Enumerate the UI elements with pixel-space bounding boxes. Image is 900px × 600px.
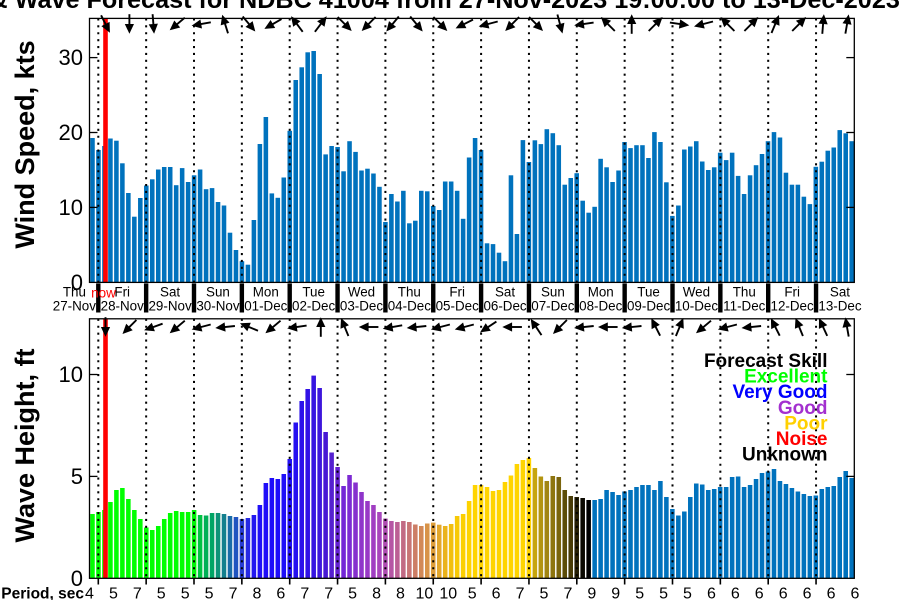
svg-text:7: 7 [229,586,238,600]
svg-text:Good: Good [778,398,828,419]
svg-text:09-Dec: 09-Dec [627,299,670,314]
svg-text:Wind Speed, kts: Wind Speed, kts [10,40,40,248]
svg-text:6: 6 [827,586,836,600]
svg-text:Mon: Mon [253,285,279,300]
svg-text:10: 10 [59,195,83,220]
svg-text:5: 5 [540,586,549,600]
svg-text:7: 7 [324,586,333,600]
svg-text:Mon: Mon [588,285,614,300]
svg-text:Fri: Fri [449,285,465,300]
svg-text:11-Dec: 11-Dec [723,299,765,314]
svg-text:5: 5 [348,586,357,600]
svg-text:02-Dec: 02-Dec [292,299,335,314]
svg-text:0: 0 [71,566,83,591]
svg-text:8: 8 [396,586,405,600]
svg-text:Fri: Fri [114,285,130,300]
svg-text:30-Nov: 30-Nov [196,299,239,314]
svg-text:Wed: Wed [683,285,710,300]
svg-text:Sun: Sun [541,285,565,300]
svg-text:Poor: Poor [784,413,828,434]
svg-text:6: 6 [850,586,859,600]
svg-text:9: 9 [587,586,596,600]
svg-text:Fri: Fri [784,285,800,300]
svg-text:03-Dec: 03-Dec [340,299,383,314]
svg-text:7: 7 [516,586,525,600]
svg-text:Very Good: Very Good [732,382,827,403]
svg-text:Wind & Wave Forecast for NDBC: Wind & Wave Forecast for NDBC 41004 from… [0,0,900,14]
svg-text:28-Nov: 28-Nov [101,299,144,314]
svg-text:6: 6 [707,586,716,600]
svg-text:6: 6 [492,586,501,600]
svg-text:06-Dec: 06-Dec [483,299,526,314]
svg-text:8: 8 [252,586,261,600]
svg-text:Sat: Sat [160,285,180,300]
svg-text:6: 6 [803,586,812,600]
svg-text:13-Dec: 13-Dec [818,299,861,314]
svg-text:Sun: Sun [206,285,230,300]
svg-text:6: 6 [755,586,764,600]
svg-text:7: 7 [133,586,142,600]
svg-text:Excellent: Excellent [744,367,828,388]
svg-text:30: 30 [59,45,83,70]
svg-text:5: 5 [468,586,477,600]
svg-text:6: 6 [779,586,788,600]
svg-text:08-Dec: 08-Dec [579,299,622,314]
svg-text:Thu: Thu [398,285,421,300]
svg-text:Tue: Tue [637,285,660,300]
svg-text:6: 6 [276,586,285,600]
svg-text:27-Nov: 27-Nov [53,299,96,314]
svg-text:Forecast Skill: Forecast Skill [704,351,828,372]
svg-text:7: 7 [563,586,572,600]
svg-text:5: 5 [109,586,118,600]
svg-text:10-Dec: 10-Dec [675,299,718,314]
svg-text:10: 10 [439,586,457,600]
svg-text:5: 5 [157,586,166,600]
svg-text:4: 4 [85,586,94,600]
svg-text:Period, sec: Period, sec [1,586,84,600]
svg-text:Tue: Tue [302,285,325,300]
svg-text:Thu: Thu [733,285,756,300]
svg-text:5: 5 [635,586,644,600]
svg-text:10: 10 [59,362,83,387]
svg-text:20: 20 [59,120,83,145]
svg-text:0: 0 [71,270,83,295]
svg-text:10: 10 [415,586,433,600]
svg-text:5: 5 [205,586,214,600]
svg-text:Wed: Wed [348,285,375,300]
svg-text:05-Dec: 05-Dec [436,299,479,314]
svg-text:04-Dec: 04-Dec [388,299,431,314]
svg-text:5: 5 [683,586,692,600]
svg-text:now: now [91,286,116,301]
svg-text:5: 5 [659,586,668,600]
svg-text:7: 7 [300,586,309,600]
svg-text:5: 5 [71,464,83,489]
svg-text:12-Dec: 12-Dec [771,299,814,314]
svg-text:Sat: Sat [830,285,850,300]
svg-text:Sat: Sat [495,285,515,300]
svg-text:Noise: Noise [776,429,828,450]
svg-text:5: 5 [181,586,190,600]
svg-text:9: 9 [611,586,620,600]
svg-text:07-Dec: 07-Dec [531,299,574,314]
svg-text:Thu: Thu [63,285,86,300]
svg-text:01-Dec: 01-Dec [244,299,287,314]
svg-text:Unknown: Unknown [742,445,828,466]
svg-text:6: 6 [731,586,740,600]
svg-text:8: 8 [372,586,381,600]
svg-text:29-Nov: 29-Nov [148,299,191,314]
svg-text:Wave Height, ft: Wave Height, ft [10,348,40,542]
